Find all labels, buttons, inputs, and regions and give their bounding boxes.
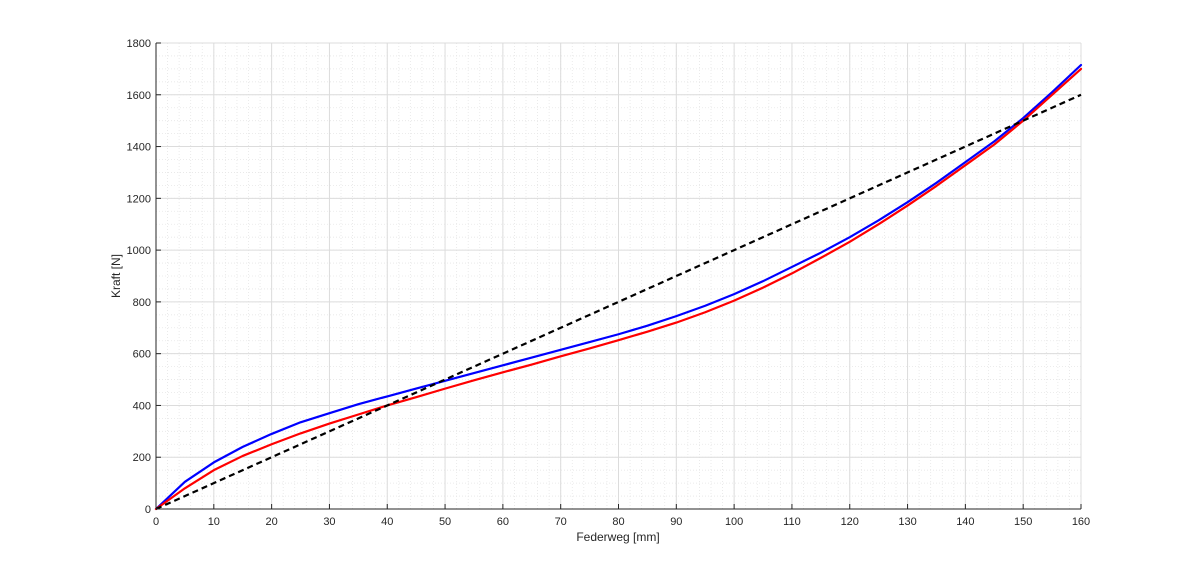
x-tick-label: 50	[439, 516, 451, 528]
y-tick-label: 1000	[127, 245, 151, 257]
y-tick-label: 1800	[127, 38, 151, 50]
y-tick-label: 600	[133, 349, 151, 361]
y-tick-label: 1600	[127, 90, 151, 102]
x-tick-label: 140	[956, 516, 974, 528]
series-line-1	[154, 63, 1083, 511]
y-axis-title: Kraft [N]	[109, 254, 123, 298]
x-tick-label: 30	[323, 516, 335, 528]
x-tick-label: 70	[555, 516, 567, 528]
y-tick-label: 400	[133, 400, 151, 412]
series-line-2	[154, 67, 1083, 511]
x-tick-label: 120	[841, 516, 859, 528]
y-tick-label: 200	[133, 452, 151, 464]
x-tick-label: 10	[208, 516, 220, 528]
series-line-3	[155, 93, 1082, 511]
x-tick-label: 60	[497, 516, 509, 528]
x-axis-title: Federweg [mm]	[576, 530, 659, 544]
series-layer	[154, 63, 1083, 511]
x-tick-label: 20	[266, 516, 278, 528]
x-tick-label: 0	[153, 516, 159, 528]
x-tick-label: 40	[381, 516, 393, 528]
x-tick-label: 110	[783, 516, 801, 528]
x-tick-label: 90	[670, 516, 682, 528]
axes-layer	[155, 42, 1082, 510]
tick-labels: 0 10 20 30 40 50 60 70 80 90 100 110 120 130 140 150 160…	[127, 38, 1091, 528]
x-tick-label: 130	[898, 516, 916, 528]
y-tick-label: 1400	[127, 142, 151, 154]
x-tick-label: 150	[1014, 516, 1032, 528]
y-tick-label: 1200	[127, 193, 151, 205]
x-tick-label: 100	[725, 516, 743, 528]
x-tick-label: 160	[1072, 516, 1090, 528]
y-tick-label: 800	[133, 297, 151, 309]
y-tick-label: 0	[145, 504, 151, 516]
x-tick-label: 80	[612, 516, 624, 528]
